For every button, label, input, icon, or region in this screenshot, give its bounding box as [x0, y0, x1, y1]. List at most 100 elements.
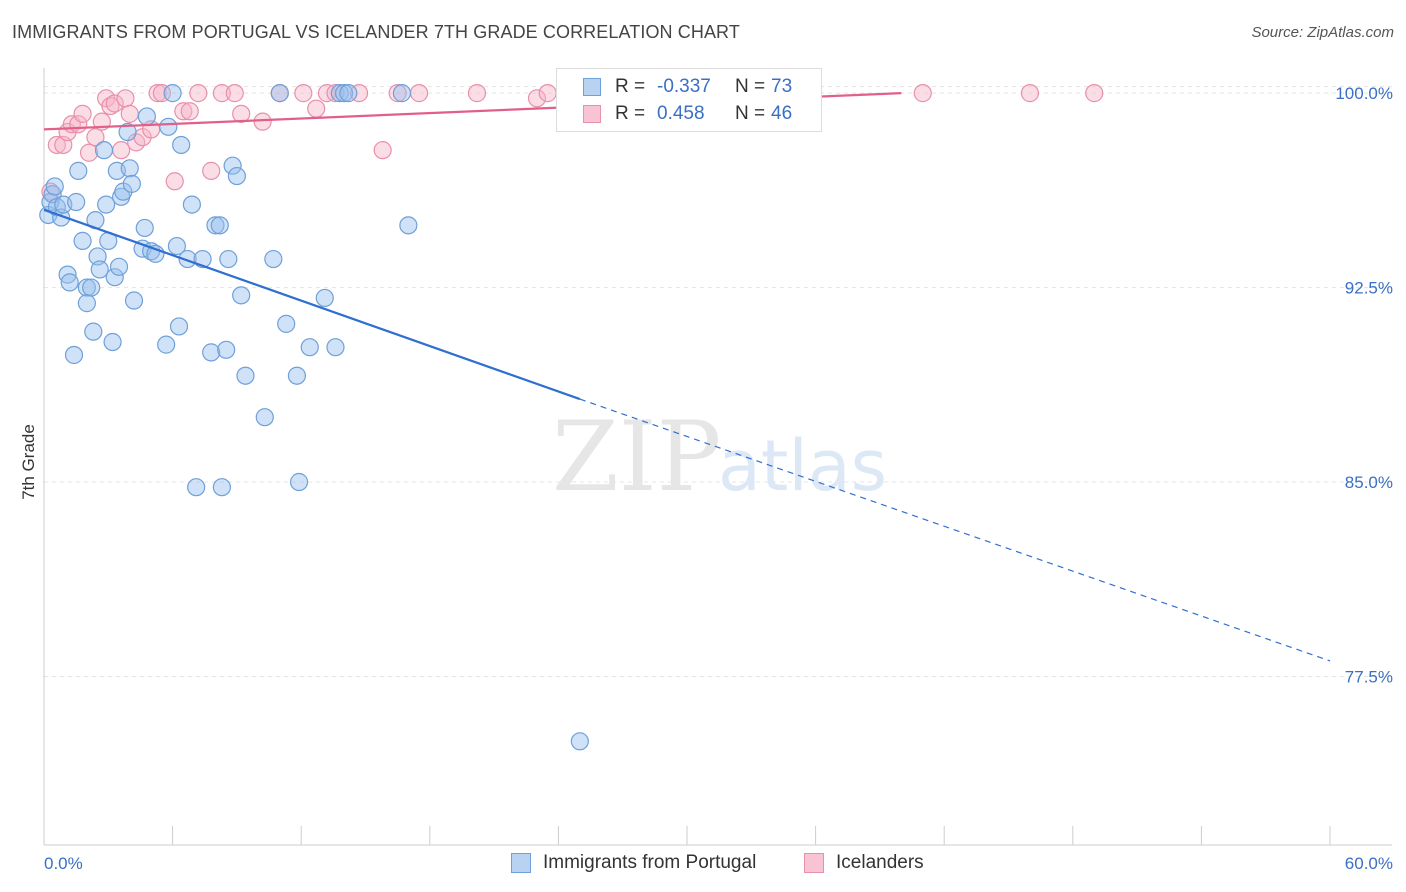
legend-n-label: N =: [735, 103, 766, 124]
icelander-point: [152, 84, 171, 103]
portugal-point: [105, 268, 124, 287]
portugal-point: [163, 84, 182, 103]
portugal-point: [172, 135, 191, 155]
portugal-point: [392, 84, 412, 103]
watermark-zip: ZIP: [552, 401, 721, 513]
portugal-point: [135, 218, 154, 238]
portugal-point: [64, 345, 84, 365]
icelander-point: [409, 84, 429, 103]
portugal-point: [255, 408, 274, 427]
icelander-point: [1020, 84, 1040, 103]
y-tick-label: 100.0%: [1335, 84, 1393, 103]
icelander-point: [174, 102, 193, 121]
icelander-point: [373, 141, 392, 160]
icelander-point: [388, 84, 407, 103]
legend-r-label: R =: [615, 103, 646, 124]
portugal-point: [236, 366, 255, 385]
chart-title: IMMIGRANTS FROM PORTUGAL VS ICELANDER 7T…: [12, 22, 740, 42]
portugal-point: [326, 338, 345, 357]
legend-r-value: 0.458: [657, 103, 705, 124]
series-legend: Immigrants from Portugal Icelanders: [0, 852, 1406, 878]
portugal-point: [300, 338, 319, 357]
legend-swatch-portugal: [511, 853, 531, 873]
portugal-point: [187, 478, 206, 497]
portugal-point: [217, 340, 236, 359]
legend-r-label: R =: [615, 76, 646, 97]
portugal-point: [97, 195, 116, 214]
portugal-point: [219, 249, 238, 269]
icelander-point: [307, 99, 326, 118]
icelander-point: [79, 143, 99, 162]
portugal-point: [315, 288, 334, 308]
portugal-point: [399, 216, 418, 235]
icelander-point: [120, 104, 139, 123]
icelander-point: [527, 89, 547, 108]
portugal-point: [120, 159, 139, 178]
legend-label-portugal: Immigrants from Portugal: [543, 852, 757, 873]
y-tick-label: 92.5%: [1345, 279, 1393, 298]
portugal-point: [570, 732, 589, 751]
legend-n-value: 46: [771, 103, 793, 124]
x-tick-labels: 0.0% 60.0%: [44, 854, 1393, 873]
y-tick-label: 85.0%: [1345, 473, 1393, 492]
portugal-point: [270, 84, 289, 103]
icelander-point: [467, 84, 487, 103]
icelander-point: [225, 84, 244, 103]
source-credit: Source: ZipAtlas.com: [1251, 24, 1394, 41]
portugal-point: [339, 84, 358, 103]
portugal-point: [264, 249, 283, 269]
icelander-point: [294, 84, 313, 103]
portugal-point: [202, 343, 221, 362]
icelander-point: [112, 141, 131, 160]
legend-swatch-icelanders: [583, 105, 601, 123]
portugal-trend-extension: [579, 398, 1331, 662]
portugal-point: [210, 216, 229, 235]
icelander-point: [116, 89, 135, 108]
legend-item-portugal: Immigrants from Portugal: [511, 852, 756, 874]
icelander-point: [538, 84, 557, 103]
portugal-point: [118, 122, 137, 142]
icelander-point: [913, 84, 932, 103]
legend-swatch-icelanders: [804, 853, 824, 873]
icelander-point: [349, 84, 369, 103]
portugal-point: [77, 278, 96, 297]
portugal-point: [178, 249, 197, 269]
portugal-point: [227, 166, 246, 186]
y-axis-label: 7th Grade: [19, 424, 38, 500]
portugal-point: [122, 174, 141, 193]
portugal-points: [39, 84, 589, 751]
icelander-point: [232, 104, 251, 123]
icelander-point: [73, 104, 92, 123]
portugal-point: [212, 478, 231, 497]
portugal-point: [103, 332, 122, 352]
portugal-point: [94, 141, 114, 160]
portugal-point: [77, 294, 96, 313]
portugal-point: [109, 257, 129, 276]
portugal-point: [287, 366, 307, 385]
portugal-point: [60, 273, 79, 292]
portugal-point: [277, 314, 296, 333]
icelander-point: [165, 172, 184, 191]
icelander-point: [1085, 84, 1104, 103]
portugal-point: [232, 286, 251, 305]
icelander-point: [189, 84, 208, 103]
legend-n-value: 73: [771, 76, 793, 97]
legend-label-icelanders: Icelanders: [836, 852, 924, 873]
icelander-point: [253, 112, 272, 131]
icelander-point: [180, 102, 199, 121]
icelander-point: [86, 128, 105, 147]
icelander-point: [202, 161, 221, 180]
icelander-point: [47, 135, 66, 155]
portugal-trend-line: [43, 208, 581, 401]
portugal-point: [159, 117, 178, 136]
x-tick-label: 60.0%: [1345, 854, 1393, 873]
y-tick-labels: 100.0% 92.5% 85.0% 77.5%: [1335, 84, 1393, 686]
stats-legend: R = -0.337 N = 73 R = 0.458 N = 46: [556, 68, 822, 132]
portugal-point: [182, 195, 201, 214]
portugal-point: [73, 231, 92, 250]
icelander-point: [148, 84, 167, 103]
legend-n-label: N =: [735, 76, 766, 97]
portugal-point: [137, 107, 156, 126]
watermark-atlas: atlas: [718, 425, 887, 507]
